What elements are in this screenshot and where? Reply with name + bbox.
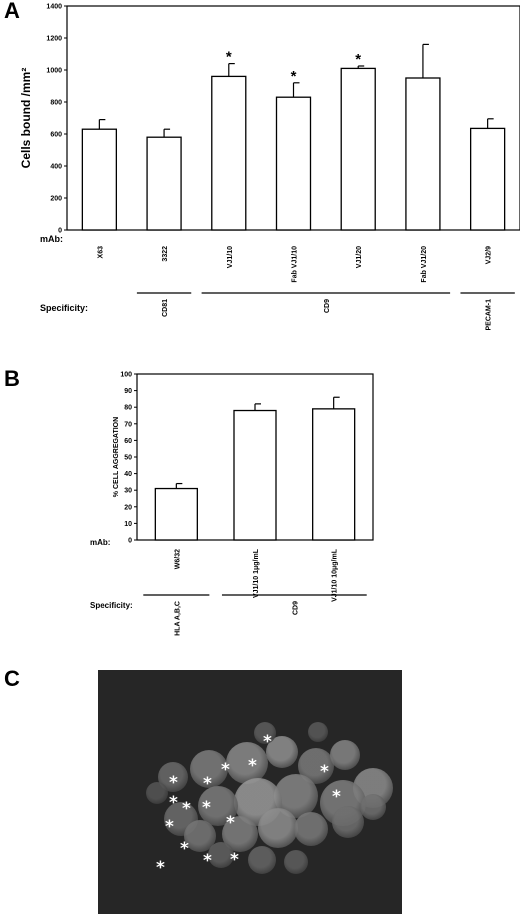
cell-marker-asterisk: * bbox=[169, 793, 178, 813]
chart-a-bar bbox=[81, 128, 118, 231]
chart-a-category-label: Fab VJ1/20 bbox=[421, 246, 428, 283]
cell-blob bbox=[284, 850, 308, 874]
chart-b-y-tick-label: 60 bbox=[124, 438, 132, 445]
cell-blob bbox=[332, 806, 364, 838]
chart-a-y-axis-label: Cells bound /mm² bbox=[19, 68, 33, 169]
cell-blob bbox=[254, 722, 276, 744]
chart-a-bar bbox=[469, 127, 506, 231]
chart-a-y-tick-label: 200 bbox=[50, 196, 62, 203]
chart-a-category-label: 3322 bbox=[162, 246, 169, 262]
chart-a-significance-marker: * bbox=[355, 51, 361, 68]
panel-b-letter: B bbox=[4, 366, 20, 391]
cell-blob bbox=[308, 722, 328, 742]
chart-a-bar bbox=[340, 67, 376, 231]
cell-marker-asterisk: * bbox=[332, 787, 341, 807]
fluorescence-micrograph: * * * * * * * * * * * * * * * * bbox=[98, 670, 402, 914]
chart-b-mab-row-label: mAb: bbox=[90, 538, 110, 547]
chart-a-y-tick-label: 1000 bbox=[46, 68, 62, 75]
cell-blob bbox=[294, 812, 328, 846]
cell-marker-asterisk: * bbox=[156, 858, 165, 878]
chart-b-y-tick-label: 70 bbox=[124, 421, 132, 428]
cell-marker-asterisk: * bbox=[180, 839, 189, 859]
chart-a-bar bbox=[405, 77, 441, 231]
cell-marker-asterisk: * bbox=[165, 817, 174, 837]
chart-a-y-tick-label: 600 bbox=[50, 132, 62, 139]
cell-blob bbox=[226, 742, 268, 784]
cell-marker-asterisk: * bbox=[263, 732, 272, 752]
chart-b-category-label: VJ1/10 10μg/mL bbox=[332, 548, 339, 602]
cell-marker-asterisk: * bbox=[320, 762, 329, 782]
cell-marker-asterisk: * bbox=[203, 851, 212, 871]
chart-a-y-tick-label: 1200 bbox=[46, 36, 62, 43]
cell-blob bbox=[360, 794, 386, 820]
chart-a-significance-marker: * bbox=[291, 68, 297, 85]
cell-marker-asterisk: * bbox=[248, 756, 257, 776]
cell-marker-asterisk: * bbox=[203, 774, 212, 794]
chart-a-bar bbox=[146, 136, 182, 231]
chart-b-specificity-row-label: Specificity: bbox=[90, 601, 133, 610]
chart-a-y-tick-label: 0 bbox=[58, 228, 62, 235]
cell-marker-asterisk: * bbox=[169, 773, 178, 793]
chart-a-y-tick-label: 1400 bbox=[46, 4, 62, 11]
chart-b-y-tick-label: 20 bbox=[124, 504, 132, 511]
chart-a-specificity-label: PECAM-1 bbox=[486, 299, 493, 330]
chart-b-category-label: VJ1/10 1μg/mL bbox=[253, 548, 260, 598]
chart-a-category-label: Fab VJ1/10 bbox=[292, 246, 299, 283]
cell-blob bbox=[190, 750, 228, 788]
panel-a-letter: A bbox=[4, 0, 20, 23]
cell-marker-asterisk: * bbox=[202, 798, 211, 818]
chart-a-specificity-row-label: Specificity: bbox=[40, 303, 88, 313]
chart-b-specificity-label: CD9 bbox=[292, 601, 299, 615]
cell-marker-asterisk: * bbox=[182, 799, 191, 819]
chart-b-bar bbox=[233, 409, 277, 541]
chart-b-y-tick-label: 80 bbox=[124, 405, 132, 412]
cell-marker-asterisk: * bbox=[226, 813, 235, 833]
chart-b-y-tick-label: 90 bbox=[124, 388, 132, 395]
chart-b-specificity-label: HLA A,B,C bbox=[174, 601, 181, 636]
chart-a-category-label: VJ2/9 bbox=[486, 246, 493, 264]
cell-blob bbox=[258, 808, 298, 848]
chart-b-y-tick-label: 0 bbox=[128, 538, 132, 545]
chart-b-y-tick-label: 10 bbox=[124, 521, 132, 528]
cell-blob bbox=[146, 782, 168, 804]
chart-a-significance-marker: * bbox=[226, 49, 232, 66]
chart-a-specificity-label: CD81 bbox=[162, 299, 169, 317]
chart-a-category-label: X63 bbox=[97, 246, 104, 259]
cell-marker-asterisk: * bbox=[221, 760, 230, 780]
chart-b-y-tick-label: 40 bbox=[124, 471, 132, 478]
chart-a-y-tick-label: 400 bbox=[50, 164, 62, 171]
chart-a-category-label: VJ1/20 bbox=[356, 246, 363, 268]
chart-a-mab-row-label: mAb: bbox=[40, 234, 63, 244]
chart-b-category-label: W6/32 bbox=[174, 549, 181, 569]
chart-b-bar bbox=[312, 408, 356, 541]
chart-b-y-axis-label: % CELL AGGREGATION bbox=[113, 417, 120, 497]
chart-b-y-tick-label: 30 bbox=[124, 488, 132, 495]
panel-c-letter: C bbox=[4, 666, 20, 691]
chart-b: 0 10 20 30 40 50 60 70 80 90 100 % CELL AGGREGATION… bbox=[90, 372, 374, 636]
cell-blob bbox=[208, 842, 234, 868]
cell-blob bbox=[330, 740, 360, 770]
cell-marker-asterisk: * bbox=[230, 850, 239, 870]
chart-a: 0 200 400 600 800 1000 1200 1400 Cells bound /mm… bbox=[19, 4, 520, 330]
cell-blob bbox=[248, 846, 276, 874]
chart-a-category-label: VJ1/10 bbox=[227, 246, 234, 268]
chart-b-y-tick-label: 100 bbox=[120, 372, 132, 379]
chart-a-specificity-label: CD9 bbox=[324, 299, 331, 313]
chart-a-y-tick-label: 800 bbox=[50, 100, 62, 107]
chart-b-y-tick-label: 50 bbox=[124, 455, 132, 462]
chart-b-bar bbox=[154, 487, 198, 541]
chart-a-bar bbox=[211, 75, 247, 231]
